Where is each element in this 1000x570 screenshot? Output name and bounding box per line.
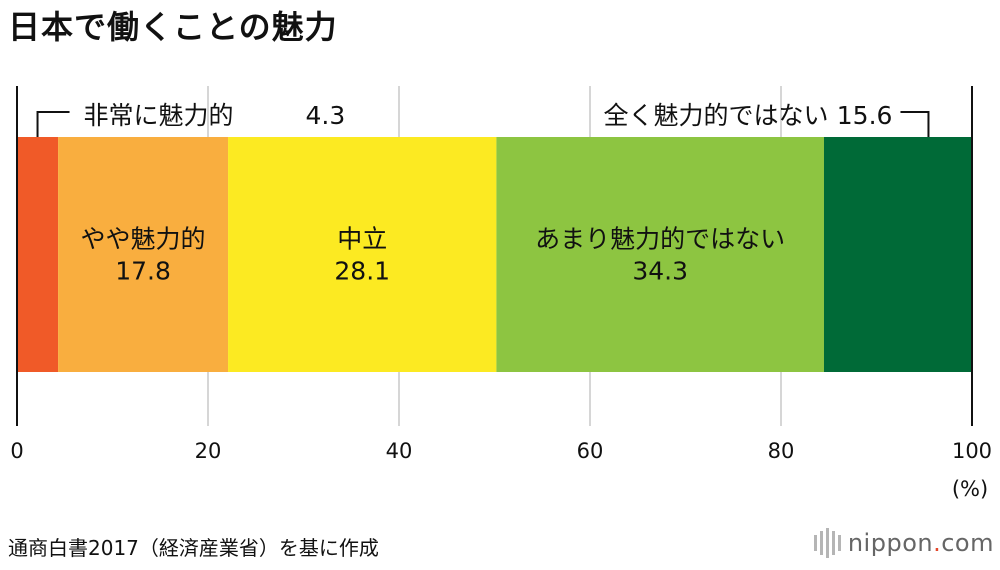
x-tick-label: 60 (577, 439, 604, 463)
chart-title: 日本で働くことの魅力 (8, 8, 338, 46)
axis-layer: 0 20 40 60 80 100 (%) (10, 86, 992, 501)
x-tick-label: 0 (10, 439, 23, 463)
x-tick-label: 40 (386, 439, 413, 463)
bar-layer (17, 137, 973, 372)
x-unit-label: (%) (952, 477, 988, 501)
leader-line (900, 111, 930, 137)
data-label: 15.6 (837, 101, 893, 130)
x-tick-label: 80 (768, 439, 795, 463)
segment-name-label: あまり魅力的ではない (535, 225, 785, 254)
segment-name-label: 中立 (337, 225, 387, 254)
bar-segment (496, 137, 824, 372)
stacked-bar-chart: やや魅力的 17.8 中立 28.1 あまり魅力的ではない 34.3 非常に魅力的 4.3 15… (10, 86, 992, 501)
data-label: 17.8 (115, 257, 171, 286)
data-label: 4.3 (306, 101, 346, 130)
logo-bars-icon (813, 528, 841, 558)
bar-segment (17, 137, 59, 372)
label-layer: やや魅力的 17.8 中立 28.1 あまり魅力的ではない 34.3 非常に魅力的 4.3 15… (36, 101, 930, 286)
data-label: 34.3 (632, 257, 688, 286)
x-tick-label: 20 (195, 439, 222, 463)
segment-name-label: やや魅力的 (81, 225, 206, 254)
bar-segment (58, 137, 229, 372)
logo-text: nippon.com (847, 529, 994, 557)
source-note: 通商白書2017（経済産業省）を基に作成 (8, 536, 379, 560)
bar-segment (228, 137, 497, 372)
data-label: 28.1 (334, 257, 390, 286)
x-tick-label: 100 (952, 439, 992, 463)
nippon-com-logo: nippon.com (813, 528, 994, 558)
bar-segment (823, 137, 973, 372)
leader-line (36, 111, 70, 137)
segment-name-label: 非常に魅力的 (84, 101, 234, 130)
segment-name-label: 全く魅力的ではない (603, 101, 828, 130)
